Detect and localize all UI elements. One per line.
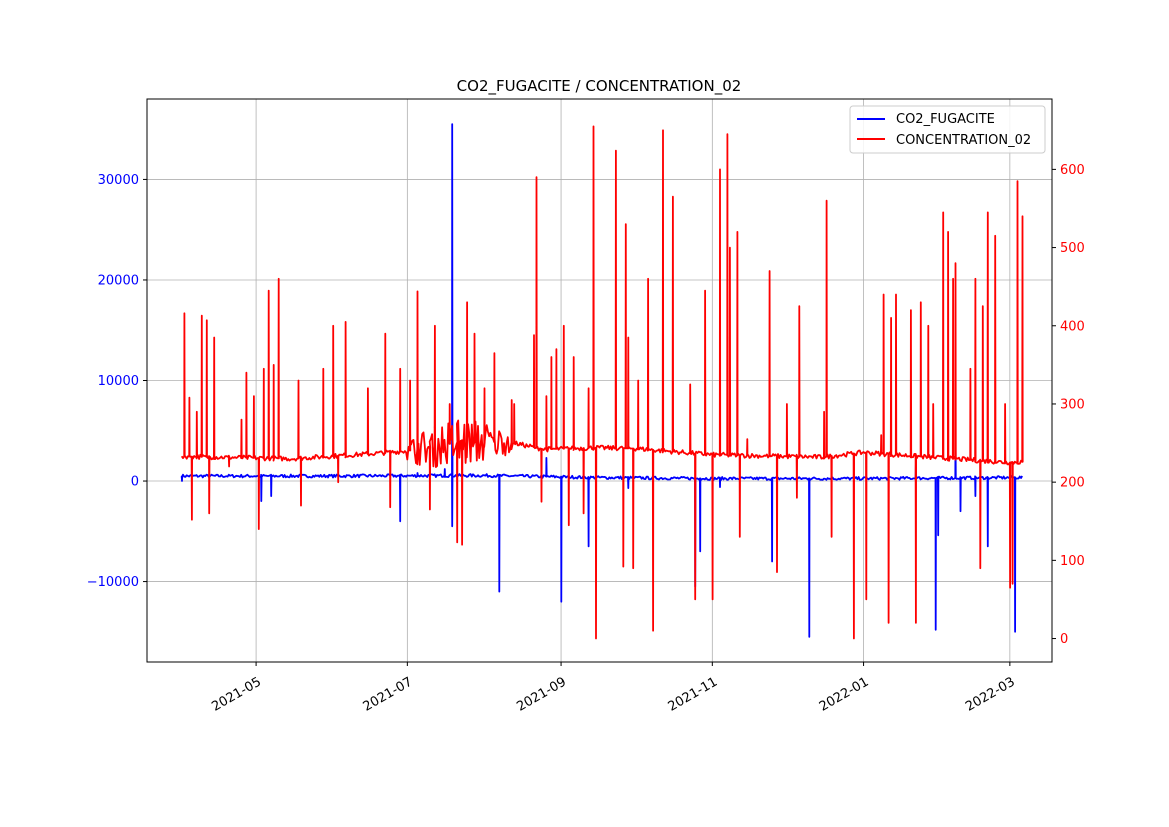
legend-label-o2: CONCENTRATION_02 [896, 133, 1031, 148]
y-axis-left: −10000 0 10000 20000 30000 [87, 173, 147, 590]
series-line-co2-fugacite [180, 123, 1023, 638]
y-right-tick-label: 400 [1060, 319, 1085, 334]
legend: CO2_FUGACITE CONCENTRATION_02 [849, 105, 1046, 154]
y-right-tick-label: 0 [1060, 632, 1068, 647]
chart-title: CO2_FUGACITE / CONCENTRATION_02 [457, 77, 742, 96]
y-left-tick-label: 0 [131, 475, 139, 490]
legend-label-co2: CO2_FUGACITE [896, 112, 995, 127]
y-axis-right: 0 100 200 300 400 500 600 [1052, 163, 1085, 647]
y-left-tick-label: −10000 [87, 575, 139, 590]
y-right-tick-label: 100 [1060, 554, 1085, 569]
series-line-concentration-02 [180, 125, 1024, 640]
series-concentration-02 [180, 125, 1024, 640]
y-right-tick-label: 500 [1060, 241, 1085, 256]
legend-box [849, 105, 1046, 154]
y-left-tick-label: 20000 [98, 273, 139, 288]
series-co2-fugacite [180, 123, 1023, 638]
y-right-tick-label: 600 [1060, 163, 1085, 178]
y-left-tick-label: 10000 [98, 374, 139, 389]
y-right-tick-label: 300 [1060, 397, 1085, 412]
y-right-tick-label: 200 [1060, 476, 1085, 491]
y-left-tick-label: 30000 [98, 173, 139, 188]
